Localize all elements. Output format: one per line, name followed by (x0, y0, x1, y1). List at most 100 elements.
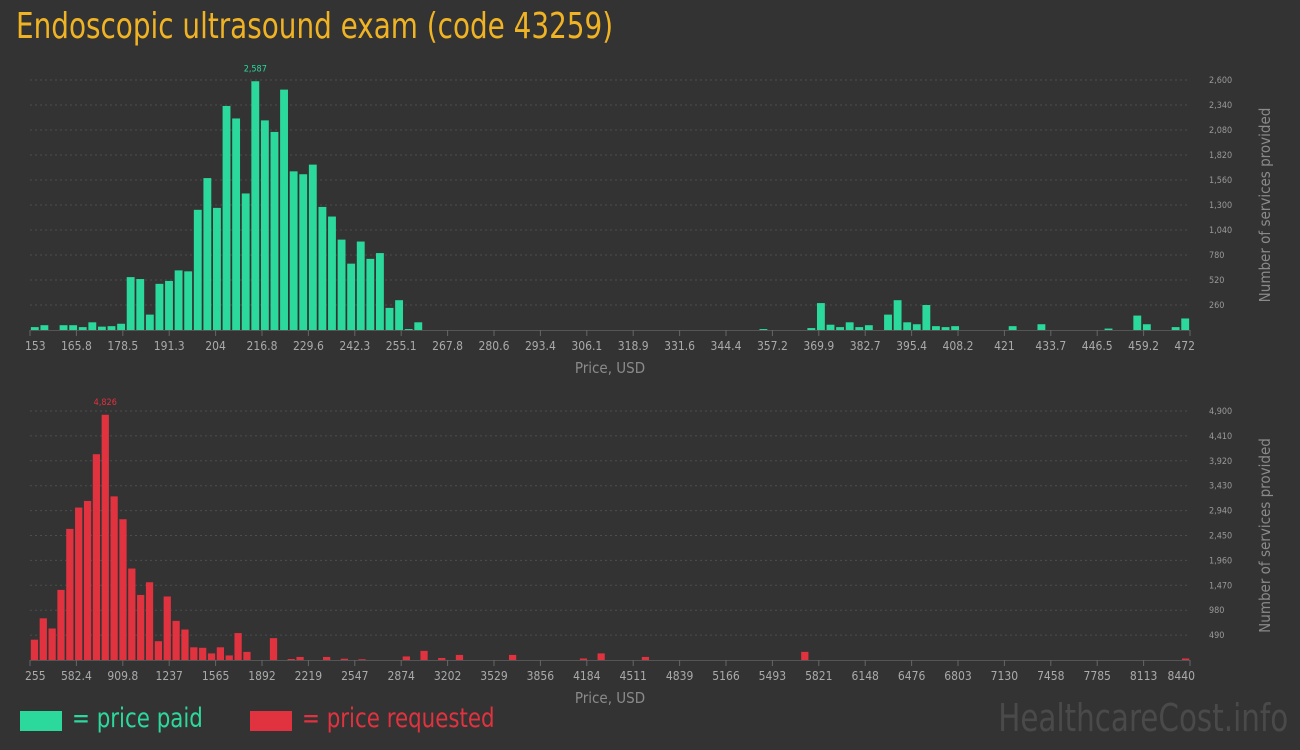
requested-x-tick-label: 2219 (295, 669, 323, 683)
requested-bar (39, 618, 47, 660)
requested-y-tick-label: 2,940 (1209, 507, 1232, 517)
paid-bar (270, 131, 279, 330)
paid-bar (69, 325, 78, 330)
requested-y-tick-label: 1,470 (1209, 581, 1232, 591)
paid-bar (1008, 326, 1017, 330)
paid-bar (404, 329, 413, 330)
paid-x-tick-label: 357.2 (757, 339, 788, 353)
paid-bar (328, 216, 336, 330)
paid-bar (884, 314, 892, 330)
paid-bar (356, 241, 365, 330)
paid-x-tick-label: 153 (25, 339, 46, 353)
paid-bar (107, 326, 116, 330)
requested-bar (438, 657, 446, 660)
paid-y-tick-label: 1,300 (1209, 201, 1232, 211)
paid-x-tick-label: 306.1 (571, 339, 602, 353)
paid-bar (193, 209, 202, 330)
paid-bar (126, 277, 135, 330)
paid-y-tick-label: 2,600 (1209, 76, 1232, 86)
requested-x-tick-label: 6476 (898, 669, 926, 683)
paid-y-tick-label: 2,080 (1209, 126, 1232, 136)
paid-bar (759, 329, 768, 330)
legend-label-paid: = price paid (72, 703, 203, 734)
requested-x-tick-label: 8113 (1130, 669, 1157, 683)
paid-bar (807, 328, 816, 330)
requested-bar (801, 651, 809, 660)
requested-bar (420, 650, 428, 660)
paid-bar (184, 271, 193, 330)
paid-y-tick-label: 2,340 (1209, 101, 1232, 111)
paid-x-tick-label: 421 (994, 339, 1015, 353)
paid-bar (203, 178, 212, 330)
paid-x-tick-label: 293.4 (525, 339, 556, 353)
requested-bar (579, 658, 588, 660)
paid-bar (40, 325, 49, 330)
paid-bar (174, 270, 183, 330)
requested-bar (190, 647, 198, 660)
requested-bar (110, 496, 118, 660)
paid-x-tick-label: 408.2 (943, 339, 974, 353)
paid-bar (816, 303, 825, 330)
paid-x-tick-label: 204 (205, 339, 226, 353)
paid-bar (864, 325, 873, 330)
paid-bar (903, 322, 912, 330)
paid-y-tick-label: 520 (1209, 276, 1224, 286)
requested-bar (207, 653, 216, 660)
paid-bar (117, 323, 126, 330)
paid-bar (1104, 328, 1113, 330)
requested-bar (296, 656, 304, 660)
paid-bar (395, 300, 404, 330)
paid-bar (951, 326, 960, 330)
paid-bar (318, 206, 327, 330)
requested-y-tick-label: 1,960 (1209, 556, 1232, 566)
requested-x-tick-label: 3202 (434, 669, 461, 683)
requested-x-tick-label: 1237 (155, 669, 182, 683)
requested-peak-label: 4,826 (94, 398, 117, 408)
requested-bar (402, 656, 410, 660)
paid-bar (912, 324, 921, 330)
paid-bar (145, 314, 154, 330)
paid-bar (855, 327, 864, 330)
requested-bar (101, 414, 109, 660)
paid-bar (155, 283, 164, 330)
paid-bar (826, 324, 835, 330)
requested-x-tick-label: 5821 (805, 669, 832, 683)
requested-bar (66, 528, 74, 660)
paid-bar (385, 307, 394, 330)
requested-x-tick-label: 4511 (619, 669, 646, 683)
requested-bar (287, 658, 295, 660)
requested-bar (358, 659, 366, 660)
paid-y-axis-title: Number of services provided (1256, 108, 1274, 303)
paid-bar (375, 253, 384, 330)
paid-bar (1181, 318, 1190, 330)
requested-y-tick-label: 490 (1209, 631, 1224, 641)
paid-x-tick-label: 191.3 (154, 339, 185, 353)
watermark: HealthcareCost.info (997, 696, 1288, 740)
paid-x-tick-label: 216.8 (247, 339, 278, 353)
requested-bar (243, 651, 251, 660)
requested-y-tick-label: 4,900 (1209, 407, 1232, 417)
paid-y-tick-label: 780 (1209, 251, 1224, 261)
paid-bar (88, 322, 97, 330)
paid-bar (1171, 327, 1180, 330)
legend-swatch-requested (250, 711, 292, 731)
requested-bar (75, 507, 83, 660)
paid-bar (1037, 324, 1046, 330)
requested-x-tick-label: 5493 (759, 669, 786, 683)
paid-x-tick-label: 344.4 (711, 339, 742, 353)
paid-bar (260, 120, 269, 330)
paid-x-tick-label: 382.7 (850, 339, 881, 353)
requested-bar (455, 654, 464, 660)
legend-swatch-paid (20, 711, 62, 731)
requested-bar (137, 594, 145, 660)
price-paid-histogram: 260 520 780 1,040 1,300 1,560 1,820 2,080 2,340 2… (25, 64, 1274, 377)
paid-bar (922, 305, 931, 330)
paid-x-tick-label: 446.5 (1082, 339, 1113, 353)
requested-x-tick-label: 909.8 (107, 669, 138, 683)
paid-bar (932, 326, 940, 330)
price-requested-histogram: 490 980 1,470 1,960 2,450 2,940 3,430 3,920 4,41… (25, 398, 1274, 707)
paid-bar (97, 326, 106, 330)
requested-x-tick-label: 1892 (248, 669, 275, 683)
paid-bar (366, 258, 375, 330)
paid-bar (299, 174, 308, 330)
